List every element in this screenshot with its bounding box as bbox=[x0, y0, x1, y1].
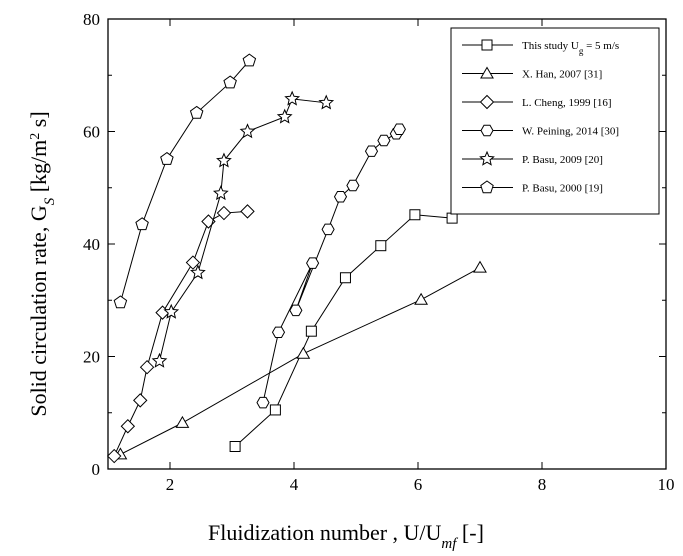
y-tick-label: 60 bbox=[83, 123, 100, 142]
data-point-diamond bbox=[139, 359, 155, 375]
data-point-pentagon bbox=[135, 217, 149, 231]
legend-marker-hexagon bbox=[480, 124, 494, 137]
y-axis-label: Solid circulation rate, GS [kg/m2 s] bbox=[26, 111, 58, 416]
data-point-hexagon bbox=[289, 304, 303, 317]
legend-label: P. Basu, 2000 [19] bbox=[522, 183, 603, 195]
series-star bbox=[151, 90, 335, 368]
data-point-triangle bbox=[473, 260, 487, 273]
data-point-hexagon bbox=[392, 123, 406, 135]
series-line-hexagon bbox=[262, 128, 400, 403]
x-axis-label: Fluidization number , U/Umf [-] bbox=[208, 520, 484, 552]
y-tick-label: 40 bbox=[83, 235, 100, 254]
data-point-hexagon bbox=[346, 179, 360, 192]
y-tick-label: 0 bbox=[92, 460, 101, 479]
data-point-square bbox=[375, 240, 387, 252]
legend-marker-square bbox=[481, 39, 493, 51]
data-point-star bbox=[212, 185, 229, 201]
svg-text:Fluidization number , U/Umf [: Fluidization number , U/Umf [-] bbox=[208, 520, 484, 552]
legend-entry: P. Basu, 2009 [20] bbox=[462, 150, 603, 166]
series-line-triangle bbox=[120, 267, 481, 455]
data-point-square bbox=[339, 272, 351, 284]
legend-label: This study Ug = 5 m/s bbox=[522, 40, 619, 56]
data-point-star bbox=[190, 264, 206, 280]
data-point-diamond bbox=[216, 205, 232, 221]
data-point-square bbox=[305, 325, 317, 337]
series-triangle bbox=[113, 260, 487, 460]
data-point-triangle bbox=[175, 415, 190, 428]
legend-entry: X. Han, 2007 [31] bbox=[462, 66, 602, 81]
legend-marker-triangle bbox=[480, 66, 494, 79]
data-point-hexagon bbox=[306, 257, 320, 269]
data-point-hexagon bbox=[256, 396, 270, 409]
series-square bbox=[229, 209, 458, 452]
data-point-hexagon bbox=[364, 145, 379, 157]
data-point-hexagon bbox=[321, 223, 335, 236]
data-point-square bbox=[229, 441, 241, 452]
data-point-square bbox=[269, 404, 281, 416]
series-pentagon bbox=[113, 53, 257, 309]
data-point-diamond bbox=[240, 204, 255, 219]
x-tick-label: 2 bbox=[166, 475, 175, 494]
data-point-diamond bbox=[133, 393, 148, 408]
data-point-star bbox=[239, 123, 256, 139]
legend-entry: P. Basu, 2000 [19] bbox=[462, 180, 603, 195]
data-point-diamond bbox=[106, 448, 122, 464]
data-point-hexagon bbox=[271, 326, 286, 339]
x-tick-label: 4 bbox=[290, 475, 299, 494]
series-line-star bbox=[158, 98, 327, 362]
x-tick-label: 10 bbox=[658, 475, 675, 494]
data-point-hexagon bbox=[333, 191, 348, 203]
x-tick-label: 6 bbox=[414, 475, 423, 494]
series-group bbox=[106, 53, 487, 464]
series-line-pentagon bbox=[119, 60, 250, 303]
data-point-triangle bbox=[414, 292, 429, 305]
data-point-triangle bbox=[296, 346, 311, 359]
data-point-hexagon bbox=[377, 134, 391, 147]
data-point-pentagon bbox=[223, 75, 237, 89]
x-tick-label: 8 bbox=[538, 475, 547, 494]
data-point-pentagon bbox=[189, 105, 204, 119]
data-point-star bbox=[284, 90, 301, 106]
data-point-star bbox=[318, 94, 335, 110]
series-diamond bbox=[106, 204, 255, 464]
legend-entry: L. Cheng, 1999 [16] bbox=[462, 94, 612, 110]
legend-label: L. Cheng, 1999 [16] bbox=[522, 97, 612, 109]
data-point-pentagon bbox=[242, 53, 257, 67]
legend-label: P. Basu, 2009 [20] bbox=[522, 154, 603, 166]
legend-entry: W. Peining, 2014 [30] bbox=[462, 124, 619, 138]
axis-ticks: 2 4 6 8 10 0 20 40 60 80 bbox=[83, 10, 675, 494]
svg-text:Solid circulation rate, GS [k: Solid circulation rate, GS [kg/m2 s] bbox=[26, 111, 58, 416]
data-point-square bbox=[409, 209, 421, 221]
data-point-star bbox=[216, 152, 232, 168]
y-tick-label: 80 bbox=[83, 10, 100, 29]
series-line-square bbox=[234, 214, 453, 447]
legend-marker-star bbox=[479, 150, 495, 166]
data-point-diamond bbox=[185, 255, 201, 270]
legend-label: X. Han, 2007 [31] bbox=[522, 69, 602, 81]
legend-entry: This study Ug = 5 m/s bbox=[462, 39, 619, 56]
data-point-pentagon bbox=[160, 151, 174, 165]
legend: This study Ug = 5 m/s X. Han, 2007 [31] L.… bbox=[450, 27, 660, 215]
data-point-star bbox=[151, 352, 168, 368]
data-point-pentagon bbox=[113, 295, 128, 309]
legend-marker-pentagon bbox=[480, 180, 494, 194]
y-tick-label: 20 bbox=[83, 348, 100, 367]
legend-label: W. Peining, 2014 [30] bbox=[522, 126, 619, 138]
legend-marker-diamond bbox=[479, 94, 495, 110]
data-point-diamond bbox=[120, 419, 136, 434]
data-point-star bbox=[163, 303, 180, 319]
series-hexagon bbox=[256, 123, 406, 409]
data-point-star bbox=[276, 108, 293, 124]
data-point-square bbox=[446, 212, 458, 224]
